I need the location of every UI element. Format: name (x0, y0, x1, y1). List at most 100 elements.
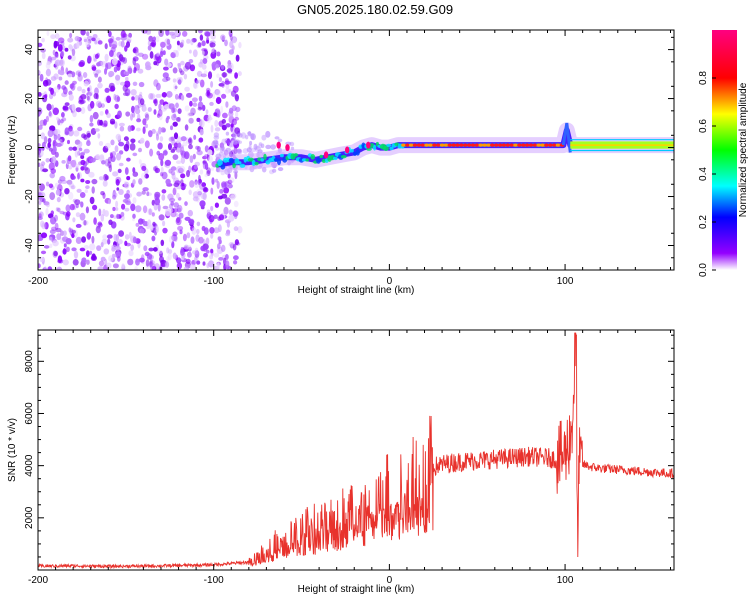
spectrogram-noise-dot (192, 102, 198, 107)
spectrogram-noise-dot (112, 206, 116, 212)
spectrogram-noise-dot (62, 259, 69, 266)
spectrogram-noise-dot (159, 50, 164, 58)
spectrogram-noise-dot (154, 197, 161, 206)
spectrogram-noise-dot (46, 202, 50, 208)
spectrogram-noise-dot (76, 188, 82, 193)
spectrogram-noise-dot (207, 114, 212, 119)
spectrogram-noise-dot (172, 146, 178, 151)
spectrogram-noise-dot (234, 72, 239, 79)
spectrogram-strong-dot (447, 143, 452, 147)
spectrogram-noise-dot (87, 87, 91, 92)
spectrogram-noise-dot (197, 106, 203, 111)
spectrogram-noise-dot (118, 230, 124, 237)
spectrogram-track-blob (350, 148, 354, 153)
spectrogram-halo-dot (240, 132, 247, 139)
spectrogram-noise-dot (215, 64, 220, 69)
spectrogram-noise-dot (42, 198, 46, 203)
spectrogram-noise-dot (150, 93, 156, 100)
spectrogram-noise-dot (102, 234, 108, 240)
spectrogram-halo-dot (228, 151, 232, 155)
spectrogram-noise-dot (214, 89, 220, 95)
spectrogram-noise-dot (49, 192, 56, 201)
spectrogram-strong-dot (405, 143, 410, 147)
spectrogram-noise-dot (148, 93, 154, 100)
spectrogram-noise-dot (145, 65, 152, 71)
spectrogram-noise-dot (156, 113, 161, 118)
snr-marks (38, 332, 674, 570)
spectrogram-noise-dot (137, 68, 144, 74)
spectrogram-noise-dot (89, 115, 94, 123)
spectrogram-noise-dot (83, 220, 87, 226)
spectrogram-noise-dot (75, 236, 82, 244)
spectrogram-halo-dot (274, 136, 280, 140)
spectrogram-noise-dot (206, 36, 210, 43)
spectrogram-noise-dot (229, 40, 234, 49)
spectrogram-noise-dot (80, 106, 86, 115)
spectrogram-noise-dot (38, 199, 42, 206)
spectrogram-noise-dot (135, 258, 140, 266)
colorbar-label: Normalized spectral amplitude (738, 82, 749, 217)
spectrogram-noise-dot (196, 146, 201, 152)
spectrogram-noise-dot (172, 121, 178, 127)
spectrogram-noise-dot (80, 159, 86, 166)
spectrogram-noise-dot (94, 40, 98, 45)
spectrogram-noise-dot (171, 241, 175, 249)
spectrogram-noise-dot (144, 123, 148, 129)
spectrogram-noise-dot (78, 141, 83, 148)
spectrogram-noise-dot (93, 58, 97, 62)
spectrogram-strong-dot (432, 143, 437, 147)
spectrogram-noise-dot (184, 201, 188, 207)
spectrogram-noise-dot (67, 55, 72, 60)
spectrogram-noise-dot (78, 99, 85, 105)
spectrogram-noise-dot (39, 73, 44, 82)
spectrogram-noise-dot (190, 107, 196, 116)
spectrogram-noise-dot (59, 175, 66, 182)
spectrogram-noise-dot (171, 114, 177, 121)
spectrogram-noise-dot (66, 211, 71, 217)
spectrogram-noise-dot (65, 246, 70, 252)
spectrogram-noise-dot (40, 48, 46, 53)
spectrogram-noise-dot (127, 258, 134, 266)
spectrogram-noise-dot (207, 155, 213, 163)
spectrogram-noise-dot (80, 166, 85, 171)
spectrogram-noise-dot (121, 263, 125, 268)
spectrogram-track-peak (366, 141, 371, 149)
spectrogram-noise-dot (164, 104, 171, 109)
spectrogram-noise-dot (183, 73, 188, 80)
spectrogram-noise-dot (72, 110, 77, 118)
spectrogram-noise-dot (61, 160, 66, 164)
spectrogram-noise-dot (218, 257, 224, 261)
spectrogram-noise-dot (131, 96, 135, 101)
spectrogram-noise-dot (142, 105, 147, 112)
spectrogram-noise-dot (192, 191, 199, 199)
spectrogram-noise-dot (228, 89, 232, 93)
spectrogram-halo-dot (258, 142, 263, 146)
spectrogram-noise-dot (219, 189, 224, 194)
spectrogram-noise-dot (183, 244, 189, 250)
spectrogram-noise-dot (180, 173, 186, 179)
spectrogram-noise-dot (50, 34, 56, 40)
spectrogram-noise-dot (149, 148, 154, 157)
spectrogram-noise-dot (149, 224, 154, 231)
spectrogram-noise-dot (183, 266, 189, 270)
spectrogram-noise-dot (121, 203, 126, 210)
spectrogram-noise-dot (225, 80, 233, 85)
spectrogram-track-blob (251, 159, 256, 167)
spectrogram-noise-dot (129, 143, 136, 151)
spectrogram-noise-dot (141, 190, 146, 195)
spectrogram-noise-dot (199, 169, 204, 175)
spectrogram-noise-dot (199, 79, 205, 88)
spectrogram-noise-dot (107, 238, 111, 245)
spectrogram-noise-dot (120, 211, 125, 217)
spectrogram-noise-dot (203, 186, 208, 192)
spectrogram-noise-dot (52, 49, 56, 56)
spectrogram-noise-dot (180, 156, 186, 165)
spectrogram-noise-dot (209, 101, 214, 106)
spectrogram-strong-dot (482, 143, 487, 147)
spectrogram-noise-dot (84, 167, 91, 175)
spectrogram-noise-dot (108, 164, 112, 173)
spectrogram-track-blob (260, 158, 265, 162)
spectrogram-noise-dot (109, 87, 115, 92)
spectrogram-noise-dot (45, 181, 50, 187)
spectrogram-strong-dot (409, 143, 414, 147)
